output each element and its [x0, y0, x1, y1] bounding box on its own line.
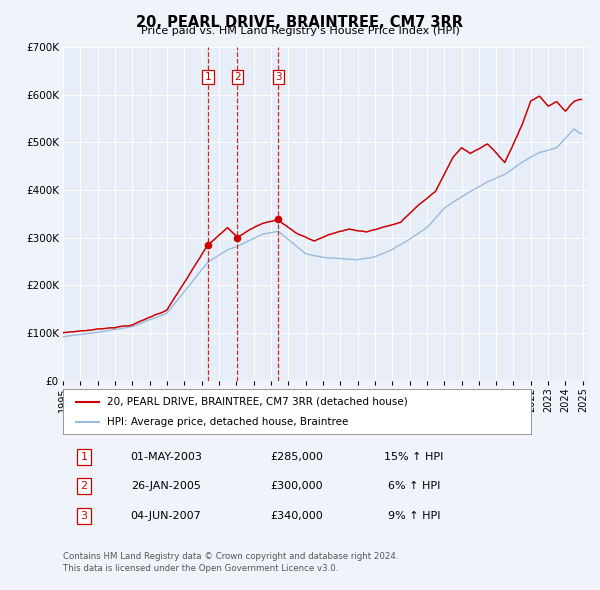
- Text: 2: 2: [234, 72, 241, 82]
- Text: 20, PEARL DRIVE, BRAINTREE, CM7 3RR: 20, PEARL DRIVE, BRAINTREE, CM7 3RR: [137, 15, 464, 30]
- Text: 3: 3: [275, 72, 281, 82]
- Text: 6% ↑ HPI: 6% ↑ HPI: [388, 481, 440, 491]
- Text: 26-JAN-2005: 26-JAN-2005: [131, 481, 201, 491]
- Text: £285,000: £285,000: [271, 452, 323, 461]
- Text: Contains HM Land Registry data © Crown copyright and database right 2024.
This d: Contains HM Land Registry data © Crown c…: [63, 552, 398, 573]
- Text: HPI: Average price, detached house, Braintree: HPI: Average price, detached house, Brai…: [107, 417, 349, 427]
- Text: 2: 2: [80, 481, 88, 491]
- Text: £300,000: £300,000: [271, 481, 323, 491]
- Text: 1: 1: [80, 452, 88, 461]
- Text: £340,000: £340,000: [271, 511, 323, 520]
- Text: 04-JUN-2007: 04-JUN-2007: [131, 511, 202, 520]
- Text: 9% ↑ HPI: 9% ↑ HPI: [388, 511, 440, 520]
- Text: 3: 3: [80, 511, 88, 520]
- Text: 01-MAY-2003: 01-MAY-2003: [130, 452, 202, 461]
- Text: Price paid vs. HM Land Registry's House Price Index (HPI): Price paid vs. HM Land Registry's House …: [140, 26, 460, 36]
- Text: 1: 1: [205, 72, 211, 82]
- Text: 15% ↑ HPI: 15% ↑ HPI: [385, 452, 443, 461]
- Text: 20, PEARL DRIVE, BRAINTREE, CM7 3RR (detached house): 20, PEARL DRIVE, BRAINTREE, CM7 3RR (det…: [107, 397, 408, 407]
